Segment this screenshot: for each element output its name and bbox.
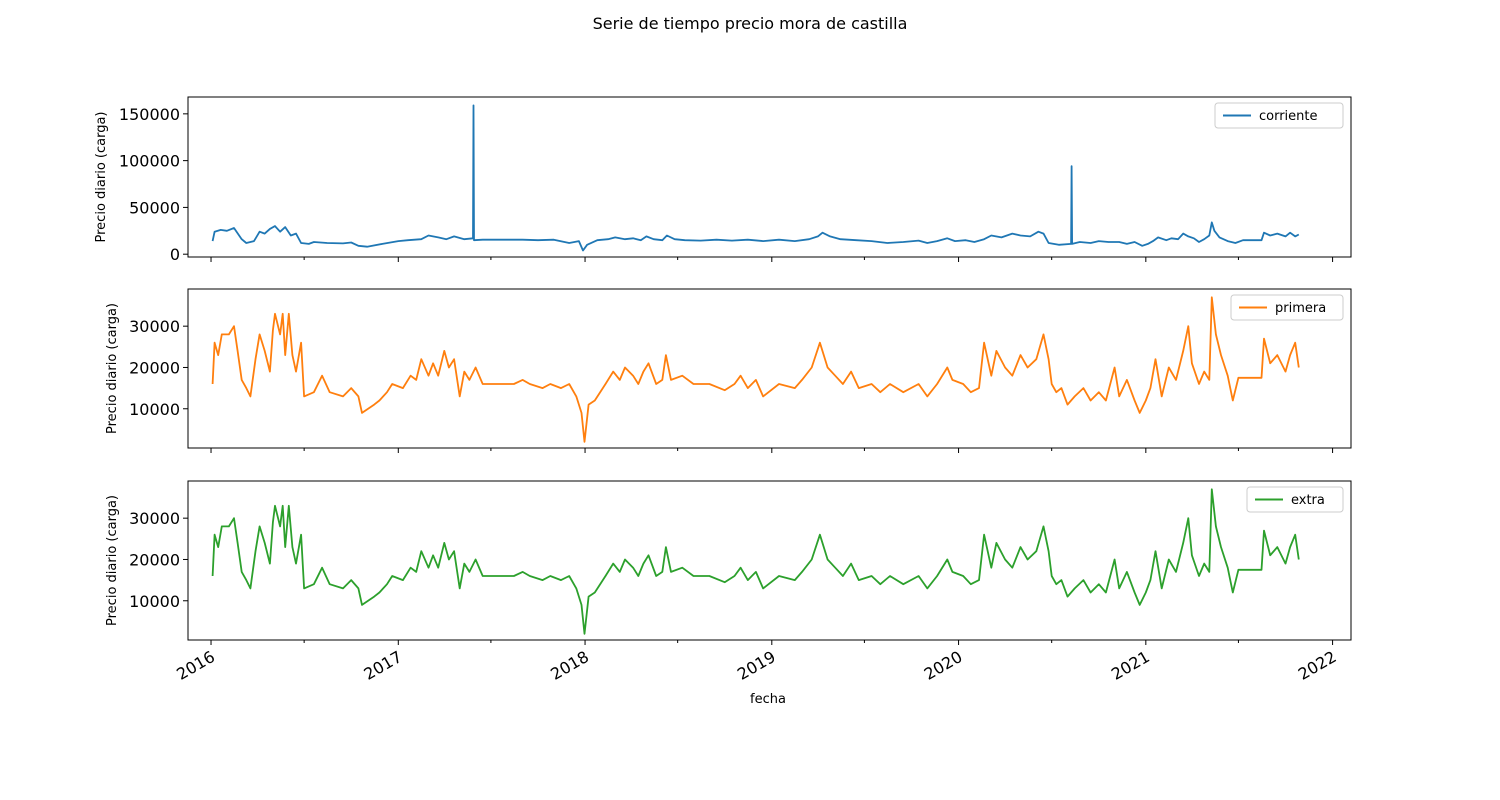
legend: extra [1246,486,1344,513]
y-tick-label: 100000 [119,152,180,171]
legend-box [1246,486,1344,513]
series-line-extra [211,488,1300,635]
y-axis-label: Precio diario (carga) [105,303,120,434]
panel-extra: 10000 20000 30000 Precio diario (carga) 2016… [105,480,1352,684]
x-tick-label: 2020 [921,647,966,684]
legend-box [1214,102,1344,129]
x-tick-label: 2019 [734,647,779,684]
series-line-corriente [211,104,1300,252]
series-line-primera [211,296,1300,443]
legend-box [1230,294,1344,321]
x-tick-label: 2017 [361,647,406,684]
legend-label: primera [1275,301,1326,316]
y-tick-label: 20000 [129,358,180,377]
x-tick-label: 2016 [173,647,218,684]
y-tick-label: 150000 [119,105,180,124]
y-tick-label: 30000 [129,317,180,336]
x-axis-label: fecha [750,692,786,707]
y-tick-label: 10000 [129,400,180,419]
x-tick-label: 2022 [1295,647,1340,684]
legend: corriente [1214,102,1344,129]
y-axis-label: Precio diario (carga) [94,112,109,243]
y-axis-label: Precio diario (carga) [105,495,120,626]
legend-label: extra [1291,493,1325,508]
y-tick-label: 10000 [129,592,180,611]
x-tick-label: 2018 [547,647,592,684]
legend: primera [1230,294,1344,321]
x-tick-label: 2021 [1108,647,1153,684]
y-tick-label: 30000 [129,509,180,528]
axes-frame [187,288,1352,449]
y-tick-label: 20000 [129,550,180,569]
axes-frame [187,96,1352,258]
panel-corriente: 0 50000 100000 150000 Precio diario (carga) c… [94,96,1352,264]
y-tick-label: 50000 [129,198,180,217]
legend-label: corriente [1259,109,1318,124]
axes-frame [187,480,1352,641]
y-tick-label: 0 [170,245,180,264]
chart-panels: 0 50000 100000 150000 Precio diario (carga) c… [94,96,1352,684]
panel-primera: 10000 20000 30000 Precio diario (carga) prim… [105,288,1352,453]
chart-title: Serie de tiempo precio mora de castilla [593,14,908,33]
